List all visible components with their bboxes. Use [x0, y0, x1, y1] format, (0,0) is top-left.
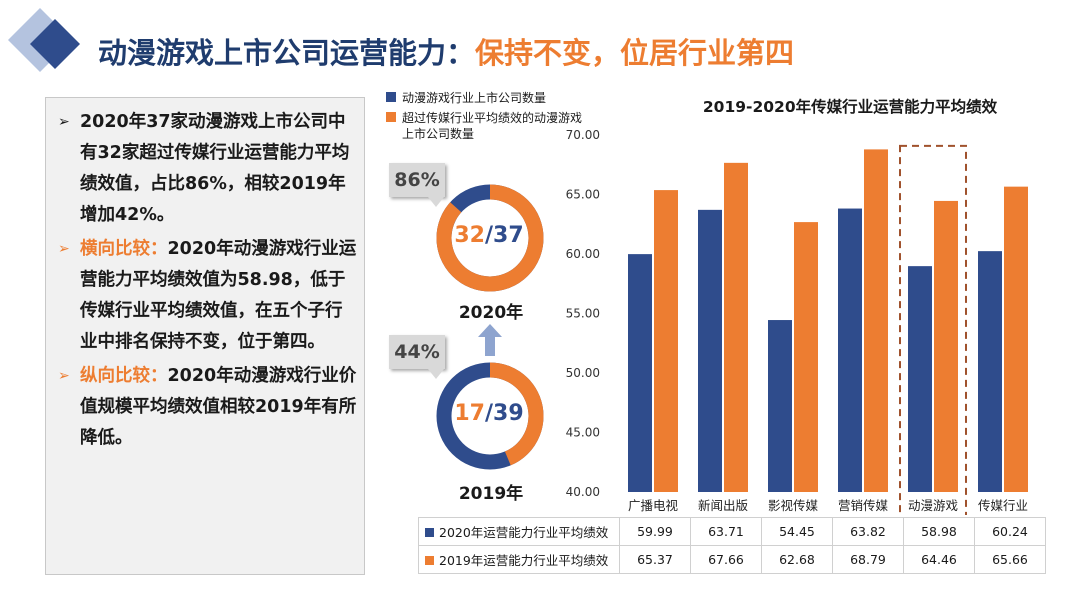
donut-legend-item: 动漫游戏行业上市公司数量: [386, 90, 586, 106]
bar-2020: [838, 208, 862, 492]
bar-2019: [934, 200, 958, 492]
table-cell: 63.71: [690, 517, 762, 546]
pct-callout-2019: 44%: [389, 335, 445, 369]
table-cell: 63.82: [832, 517, 904, 546]
series-name: 2020年运营能力行业平均绩效: [439, 525, 609, 540]
x-category-label: 动漫游戏: [908, 498, 958, 513]
y-tick-label: 60.00: [566, 247, 600, 261]
callout-tail: [428, 197, 444, 207]
table-row: 2019年运营能力行业平均绩效 65.37 67.66 62.68 68.79 …: [418, 545, 1046, 574]
donut-ring-part: [436, 362, 544, 470]
legend-swatch: [386, 92, 396, 102]
y-tick-label: 70.00: [566, 128, 600, 142]
donut-center-label-2019: 17/39: [454, 401, 524, 426]
summary-bullets: ➢ 2020年37家动漫游戏上市公司中有32家超过传媒行业运营能力平均绩效值，占比…: [58, 107, 358, 457]
bar-2019: [1004, 186, 1028, 492]
y-tick-label: 50.00: [566, 366, 600, 380]
donut-chart-2019: [436, 362, 544, 470]
bar-2020: [978, 251, 1002, 492]
series-label: 2020年运营能力行业平均绩效: [418, 517, 620, 546]
table-cell: 65.37: [619, 545, 691, 574]
bar-2020: [698, 209, 722, 492]
summary-panel: [45, 97, 365, 575]
series-name: 2019年运营能力行业平均绩效: [439, 553, 609, 568]
bar-2019: [654, 190, 678, 493]
page-title: 动漫游戏上市公司运营能力：保持不变，位居行业第四: [98, 30, 794, 72]
bar-2020: [908, 266, 932, 492]
header-diamond-logo: [8, 8, 80, 72]
bar-2020: [628, 254, 652, 492]
bullet-arrow-icon: ➢: [58, 114, 70, 130]
x-category-label: 广播电视: [628, 498, 679, 513]
bullet-arrow-icon: ➢: [58, 368, 70, 384]
legend-label: 动漫游戏行业上市公司数量: [402, 91, 547, 105]
bullet-item: ➢ 纵向比较：2020年动漫游戏行业价值规模平均绩效值相较2019年有所降低。: [58, 361, 358, 454]
donut-part: 32: [454, 223, 485, 248]
table-cell: 58.98: [903, 517, 975, 546]
donut-center-label-2020: 32/37: [454, 223, 524, 248]
table-cell: 60.24: [974, 517, 1046, 546]
series-swatch: [425, 556, 434, 565]
donut-ring-part: [436, 184, 544, 292]
bullet-text: 2020年动漫游戏行业价值规模平均绩效值相较2019年有所降低。: [80, 366, 357, 448]
pct-callout-2020: 86%: [389, 163, 445, 197]
page-title-highlight: 保持不变，位居行业第四: [475, 36, 795, 70]
donut-year-2019: 2019年: [458, 484, 524, 504]
bar-2019: [724, 162, 748, 492]
table-cell: 54.45: [761, 517, 833, 546]
bullet-item: ➢ 横向比较：2020年动漫游戏行业运营能力平均绩效值为58.98，低于传媒行业平…: [58, 234, 358, 358]
donut-total: 37: [493, 223, 524, 248]
bar-2019: [864, 149, 888, 493]
bullet-lead: 横向比较：: [80, 239, 168, 259]
table-cell: 67.66: [690, 545, 762, 574]
x-category-label: 传媒行业: [978, 498, 1028, 513]
table-cell: 68.79: [832, 545, 904, 574]
donut-part: 17: [454, 401, 485, 426]
bar-2020: [768, 320, 792, 492]
x-category-label: 营销传媒: [838, 498, 889, 513]
bullet-item: ➢ 2020年37家动漫游戏上市公司中有32家超过传媒行业运营能力平均绩效值，占比…: [58, 107, 358, 231]
bullet-text: 2020年动漫游戏行业运营能力平均绩效值为58.98，低于传媒行业平均绩效值，在…: [80, 239, 357, 352]
bar-chart: 40.00 45.00 50.00 55.00 60.00 65.00 70.00 广播电视…: [566, 128, 1028, 515]
x-category-label: 新闻出版: [698, 498, 749, 513]
bar-2019: [794, 222, 818, 492]
table-cell: 64.46: [903, 545, 975, 574]
chart-title: 2019-2020年传媒行业运营能力平均绩效: [702, 98, 998, 116]
table-cell: 65.66: [974, 545, 1046, 574]
donut-chart-2020: [436, 184, 544, 292]
x-category-label: 影视传媒: [768, 498, 819, 513]
up-arrow-icon: [478, 324, 502, 356]
donut-total: 39: [493, 401, 524, 426]
bullet-text: 2020年37家动漫游戏上市公司中有32家超过传媒行业运营能力平均绩效值，占比8…: [80, 112, 350, 225]
bullet-arrow-icon: ➢: [58, 241, 70, 257]
table-row: 2020年运营能力行业平均绩效 59.99 63.71 54.45 63.82 …: [418, 517, 1046, 546]
table-cell: 62.68: [761, 545, 833, 574]
series-swatch: [425, 528, 434, 537]
bullet-lead: 纵向比较：: [80, 366, 168, 386]
legend-label: 超过传媒行业平均绩效的动漫游戏上市公司数量: [402, 111, 583, 141]
chart-data-table: 2020年运营能力行业平均绩效 59.99 63.71 54.45 63.82 …: [418, 517, 1046, 574]
donut-year-2020: 2020年: [458, 303, 524, 323]
donut-legend-item: 超过传媒行业平均绩效的动漫游戏上市公司数量: [386, 110, 592, 142]
page-title-main: 动漫游戏上市公司运营能力：: [98, 36, 476, 70]
highlight-box: [899, 144, 967, 515]
series-label: 2019年运营能力行业平均绩效: [418, 545, 620, 574]
y-tick-label: 65.00: [566, 188, 600, 202]
table-cell: 59.99: [619, 517, 691, 546]
y-tick-label: 40.00: [566, 485, 600, 499]
callout-tail: [428, 369, 444, 379]
y-tick-label: 45.00: [566, 426, 600, 440]
legend-swatch: [386, 112, 396, 122]
y-tick-label: 55.00: [566, 307, 600, 321]
